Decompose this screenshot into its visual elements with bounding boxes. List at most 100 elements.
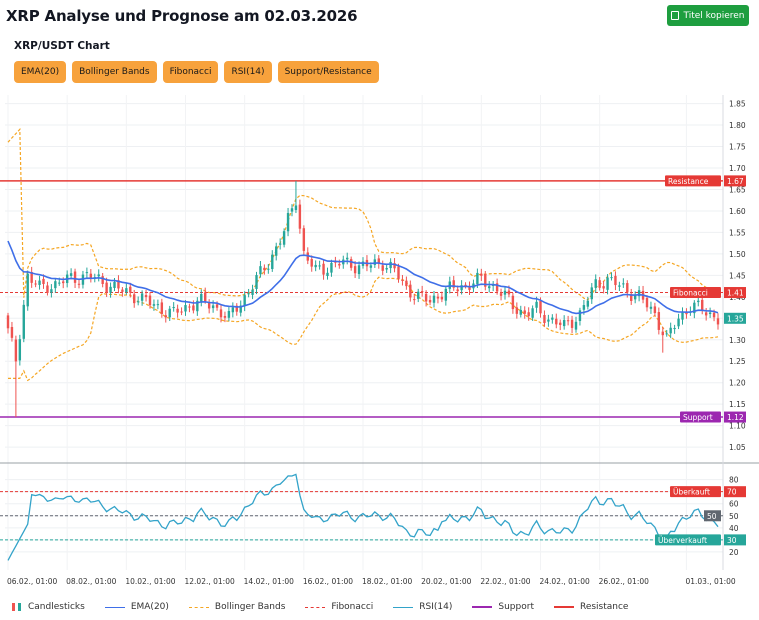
price-tick-label: 1.65: [729, 185, 746, 194]
candle-body: [322, 263, 325, 275]
candle-body: [519, 309, 522, 315]
legend-item[interactable]: Bollinger Bands: [188, 602, 285, 612]
candle-body: [326, 272, 329, 276]
price-tick-label: 1.50: [729, 250, 746, 259]
candle-body: [693, 302, 696, 314]
candle-body: [397, 266, 400, 279]
page-title: XRP Analyse und Prognose am 02.03.2026: [6, 7, 358, 25]
candle-body: [527, 312, 530, 317]
candle-body: [156, 304, 160, 306]
candle-body: [464, 284, 467, 286]
candle-body: [334, 261, 337, 263]
indicator-rsi-button[interactable]: RSI(14): [224, 61, 272, 83]
price-tick-label: 1.45: [729, 271, 746, 280]
candle-body: [543, 315, 546, 324]
candle-body: [369, 265, 373, 268]
candle-body: [602, 286, 605, 289]
candle-body: [188, 306, 191, 308]
indicator-fibonacci-button[interactable]: Fibonacci: [162, 61, 219, 83]
candle-body: [614, 275, 617, 286]
candle-body: [10, 327, 14, 338]
candle-body: [160, 302, 164, 314]
legend-item[interactable]: Resistance: [553, 602, 628, 612]
candle-body: [413, 299, 416, 301]
legend-item[interactable]: EMA(20): [104, 602, 169, 612]
candle-body: [184, 305, 187, 312]
legend-item[interactable]: Candlesticks: [12, 602, 85, 612]
candle-body: [46, 285, 49, 293]
candle-body: [677, 318, 680, 327]
candle-body: [30, 272, 33, 283]
candle-body: [432, 295, 436, 303]
indicator-bollinger-button[interactable]: Bollinger Bands: [72, 61, 157, 83]
rsi-tick-label: 60: [729, 500, 739, 509]
rsi-level-tag-value-bg: [724, 534, 746, 546]
candle-body: [133, 294, 136, 304]
candle-body: [507, 290, 511, 295]
candle-body: [630, 293, 633, 302]
price-tick-label: 1.85: [729, 100, 746, 109]
rsi-level-tag-name: Überkauft: [673, 488, 710, 497]
candle-body: [440, 296, 444, 300]
copy-title-button[interactable]: Titel kopieren: [667, 5, 749, 26]
candle-body: [310, 259, 313, 267]
candle-body: [417, 291, 420, 299]
candle-body: [535, 301, 538, 308]
level-tag-name: Support: [683, 413, 713, 422]
candle-body: [168, 308, 171, 318]
candle-body: [129, 286, 132, 293]
candle-body: [243, 295, 246, 306]
price-tick-label: 1.80: [729, 121, 746, 130]
candle-body: [385, 268, 388, 270]
legend-item[interactable]: RSI(14): [393, 602, 452, 612]
rsi-level-tag-value: 30: [727, 536, 737, 545]
copy-title-label: Titel kopieren: [683, 10, 745, 21]
candle-body: [476, 272, 479, 285]
legend-line-swatch: [553, 606, 574, 608]
candle-body: [42, 278, 45, 285]
candle-body: [685, 312, 688, 315]
candle-body: [661, 331, 664, 336]
legend-item[interactable]: Support: [472, 602, 534, 612]
candle-body: [657, 312, 661, 330]
rsi-level-tag-name-bg: [670, 486, 721, 498]
indicator-support-resistance-button[interactable]: Support/Resistance: [277, 61, 379, 83]
candle-body: [712, 312, 716, 318]
candle-body: [704, 312, 708, 316]
candle-body: [503, 290, 507, 295]
candle-body: [346, 257, 349, 260]
candle-body: [62, 281, 65, 284]
candle-body: [227, 310, 231, 318]
indicator-ema-button[interactable]: EMA(20): [14, 61, 67, 83]
candle-body: [318, 265, 321, 267]
candle-body: [633, 295, 637, 300]
legend-line-swatch: [393, 606, 414, 608]
candle-body: [136, 301, 140, 303]
level-tag-value: 1.67: [727, 177, 744, 186]
rsi-tick-label: 40: [729, 524, 739, 533]
candle-body: [389, 261, 392, 269]
x-tick-label: 24.02., 01:00: [540, 577, 590, 586]
ema-line: [7, 240, 719, 315]
legend-item[interactable]: Fibonacci: [305, 602, 373, 612]
candle-body: [302, 228, 306, 251]
candle-body: [531, 308, 534, 318]
candle-body: [499, 293, 503, 296]
candle-body: [716, 318, 720, 325]
level-tag-value-bg: [724, 411, 746, 423]
candle-body: [259, 266, 262, 275]
price-tick-label: 1.60: [729, 207, 746, 216]
x-tick-label: 12.02., 01:00: [185, 577, 235, 586]
candle-body: [50, 289, 53, 293]
candle-body: [251, 289, 254, 295]
candle-body: [18, 339, 22, 361]
level-tag-value-bg: [724, 175, 746, 187]
x-tick-label: 18.02., 01:00: [362, 577, 412, 586]
candle-body: [38, 280, 41, 285]
candle-body: [456, 289, 459, 292]
candle-body: [54, 281, 57, 289]
price-chart[interactable]: 1.051.101.151.201.251.301.351.401.451.50…: [0, 90, 759, 595]
level-tag-name-bg: [665, 175, 721, 187]
candle-body: [436, 296, 440, 299]
price-tick-label: 1.55: [729, 228, 746, 237]
